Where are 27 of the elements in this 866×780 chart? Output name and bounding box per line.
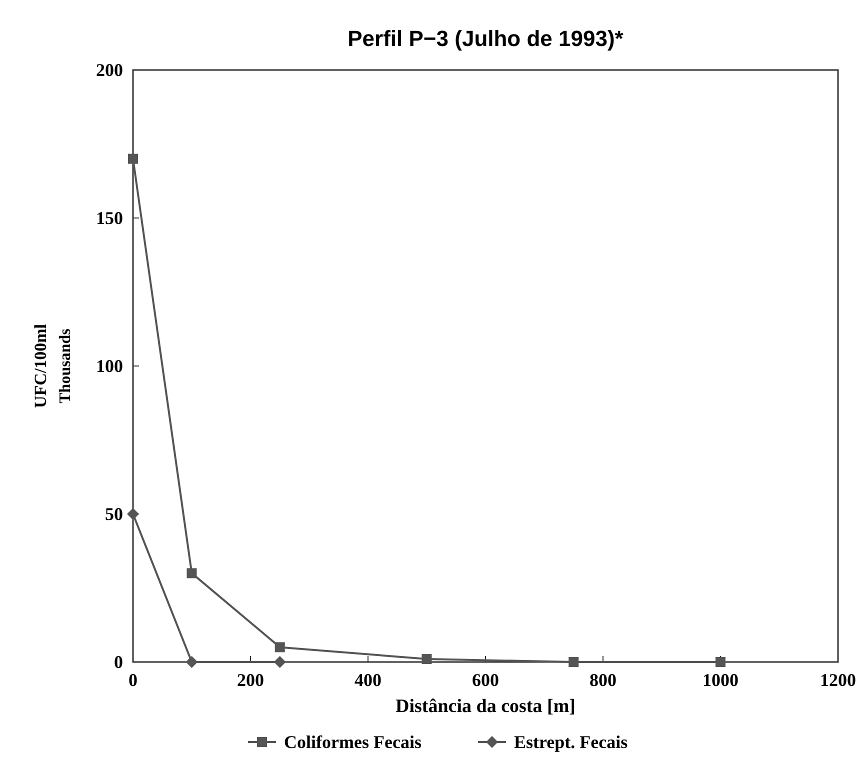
- point: [568, 657, 579, 667]
- point: [716, 657, 726, 667]
- chart-title: Perfil P−3 (Julho de 1993)*: [348, 26, 624, 51]
- y-tick-label: 0: [114, 652, 123, 672]
- legend-label: Coliformes Fecais: [284, 732, 422, 752]
- y-tick-label: 100: [96, 356, 123, 376]
- x-tick-label: 400: [354, 670, 382, 690]
- x-tick-label: 800: [590, 670, 616, 690]
- point: [186, 656, 198, 668]
- point: [274, 656, 286, 668]
- x-tick-label: 200: [237, 670, 264, 690]
- legend-label: Estrept. Fecais: [514, 732, 628, 752]
- x-axis-title: Distância da costa [m]: [396, 696, 576, 717]
- y-tick-label: 150: [96, 208, 123, 228]
- x-tick-label: 600: [472, 670, 499, 690]
- text: Thousands: [57, 328, 74, 404]
- y-tick-label: 50: [105, 504, 123, 524]
- x-tick-label: 0: [128, 670, 138, 690]
- y-axis-title: UFC/100ml: [31, 324, 50, 408]
- point: [422, 654, 432, 664]
- point: [274, 642, 285, 652]
- point: [186, 568, 197, 578]
- point: [127, 508, 139, 520]
- y-tick-label: 200: [96, 60, 123, 80]
- x-tick-label: 1000: [702, 670, 738, 690]
- x-tick-label: 1200: [820, 670, 856, 690]
- point: [128, 154, 138, 164]
